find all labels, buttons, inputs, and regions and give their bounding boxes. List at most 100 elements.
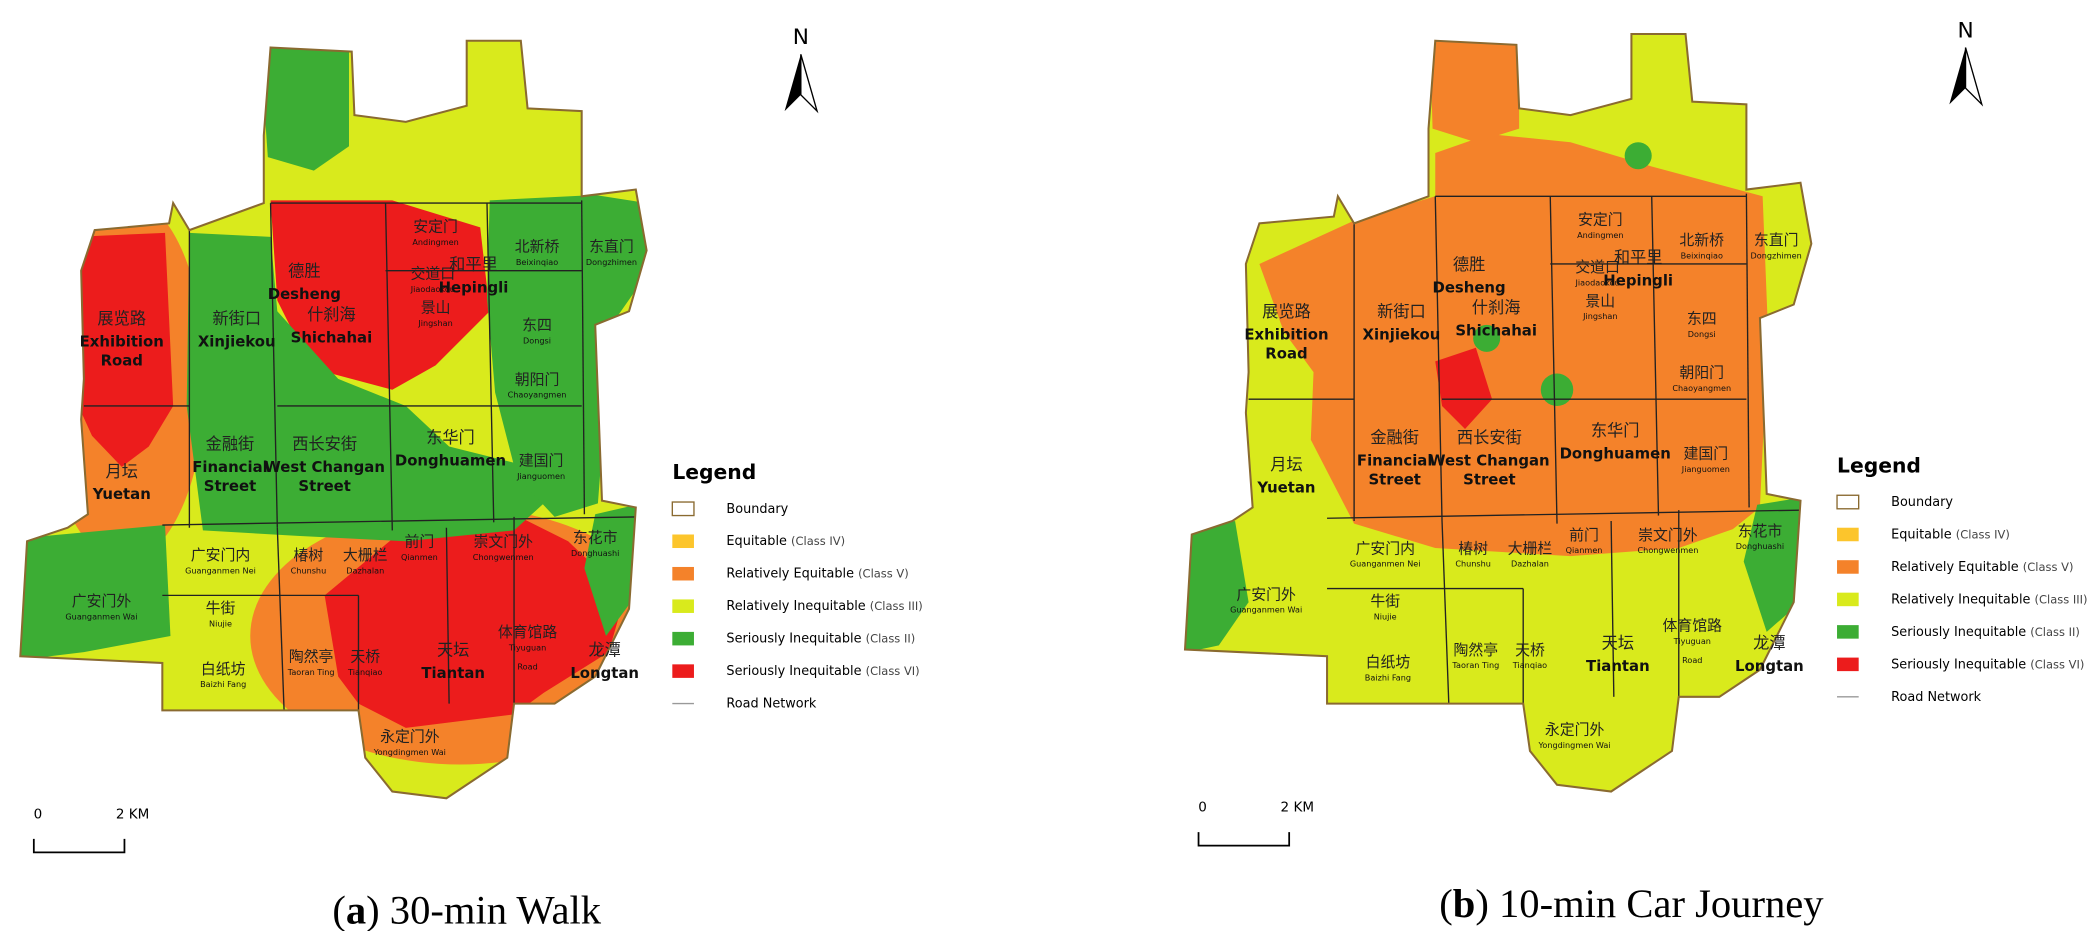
district-cn: 交道口: [1575, 258, 1620, 276]
district-cn: 广安门内: [191, 546, 251, 564]
north-arrow: [1964, 47, 1984, 107]
district-en: Chunshu: [291, 566, 327, 576]
legend-label: Seriously Inequitable (Class VI): [726, 664, 919, 679]
district-en: Dongzhimen: [1751, 250, 1802, 260]
district-border: [1549, 196, 1558, 524]
district-cn: 椿树: [1458, 539, 1488, 557]
legend-label: Relatively Equitable (Class V): [726, 566, 908, 581]
caption-part: a: [346, 888, 366, 931]
district-cn: 安定门: [1578, 211, 1623, 229]
district-cn: 牛街: [1370, 592, 1400, 610]
north-arrow: [784, 54, 801, 112]
class-region: [1473, 324, 1501, 352]
district-border: [1745, 193, 1750, 508]
district-cn: 东四: [1687, 309, 1717, 327]
district-border: [276, 527, 285, 711]
district-en: Donghuashi: [571, 548, 619, 558]
district-cn: 大栅栏: [343, 546, 388, 564]
district-en: Street: [1368, 470, 1420, 488]
scale-start: 0: [34, 807, 43, 823]
district-en: Guanganmen Wai: [1230, 605, 1302, 615]
class-region: [74, 232, 174, 467]
map: [19, 39, 648, 800]
district-cn: 月坛: [106, 462, 138, 481]
district-border: [445, 527, 450, 704]
district-border: [1610, 520, 1615, 697]
district-border: [1327, 509, 1801, 519]
district-cn: 天坛: [437, 640, 469, 659]
district-cn: 东四: [522, 316, 552, 334]
caption-part: ) 10-min Car Journey: [1475, 881, 1824, 926]
legend-swatch: [1837, 560, 1859, 574]
district-en: Jingshan: [417, 318, 452, 328]
legend-swatch: [672, 599, 694, 613]
district-en: Exhibition: [1244, 326, 1328, 344]
district-en: Guanganmen Wai: [65, 612, 137, 622]
legend-label-text: Boundary: [726, 501, 788, 516]
district-en: Road: [1682, 655, 1702, 665]
district-cn: 崇文门外: [473, 533, 533, 551]
district-cn: 什刹海: [307, 305, 356, 324]
legend-swatch: [1837, 625, 1859, 639]
class-region: [486, 194, 647, 517]
caption-part: b: [1453, 881, 1476, 926]
legend-label: Equitable (Class IV): [1891, 527, 2010, 542]
district-en: West Changan: [264, 458, 385, 476]
map: [1183, 32, 1813, 793]
district-cn: 龙潭: [588, 640, 620, 659]
legend-title: Legend: [1837, 453, 1921, 477]
district-en: Hepingli: [439, 278, 509, 296]
legend-label-text: Seriously Inequitable: [1891, 624, 2026, 639]
district-en: Financial: [1357, 451, 1433, 469]
district-cn: 前门: [404, 533, 434, 551]
caption-part: (: [332, 888, 346, 931]
district-en: Taoran Ting: [1451, 660, 1499, 670]
north-label: N: [793, 25, 809, 50]
legend-swatch: [672, 566, 694, 581]
district-cn: 月坛: [1270, 455, 1302, 474]
district-en: Dongsi: [523, 336, 551, 346]
district-cn: 展览路: [1262, 302, 1311, 321]
class-regions: [1185, 33, 1808, 704]
north-arrow: [1949, 47, 1966, 105]
district-border: [581, 200, 586, 515]
legend-swatch: [672, 534, 694, 549]
district-cn: 白纸坊: [1366, 653, 1411, 671]
district-en: Dongzhimen: [586, 257, 637, 267]
caption: (b) 10-min Car Journey: [1439, 881, 1824, 926]
district-cn: 天桥: [1515, 641, 1545, 659]
district-cn: 天坛: [1602, 634, 1634, 653]
district-cn: 永定门外: [1545, 721, 1605, 739]
legend-swatch: [672, 631, 694, 646]
boundary: [1183, 32, 1813, 793]
district-en: West Changan: [1429, 451, 1550, 469]
legend-label-text: Road Network: [726, 696, 816, 711]
legend-label: Road Network: [726, 696, 816, 711]
district-en: Chunshu: [1455, 559, 1491, 569]
district-cn: 德胜: [1453, 255, 1485, 274]
legend-class: (Class IV): [791, 534, 845, 548]
district-cn: 东花市: [573, 529, 618, 547]
district-en: Beixinqiao: [516, 257, 558, 267]
class-region: [259, 40, 350, 171]
scale-end: 2 KM: [116, 807, 149, 823]
district-en: Chongwenmen: [473, 552, 534, 562]
district-border: [1651, 196, 1660, 516]
district-cn: 体育馆路: [498, 623, 558, 641]
district-en: Longtan: [570, 664, 639, 682]
district-en: Hepingli: [1603, 272, 1673, 290]
legend-class: (Class VI): [2030, 657, 2084, 671]
district-cn: 广安门外: [72, 592, 132, 610]
legend-label-text: Seriously Inequitable: [1891, 657, 2026, 672]
north-arrow: [800, 54, 819, 114]
legend-label-text: Relatively Equitable: [726, 566, 854, 581]
district-cn: 朝阳门: [515, 370, 560, 388]
district-border: [1441, 520, 1450, 704]
district-en: Baizhi Fang: [200, 679, 246, 689]
legend-label-text: Relatively Inequitable: [1891, 592, 2030, 607]
legend-label: Relatively Inequitable (Class III): [726, 599, 922, 614]
district-cn: 前门: [1569, 526, 1599, 544]
district-border: [269, 203, 278, 528]
district-cn: 东直门: [589, 238, 634, 256]
